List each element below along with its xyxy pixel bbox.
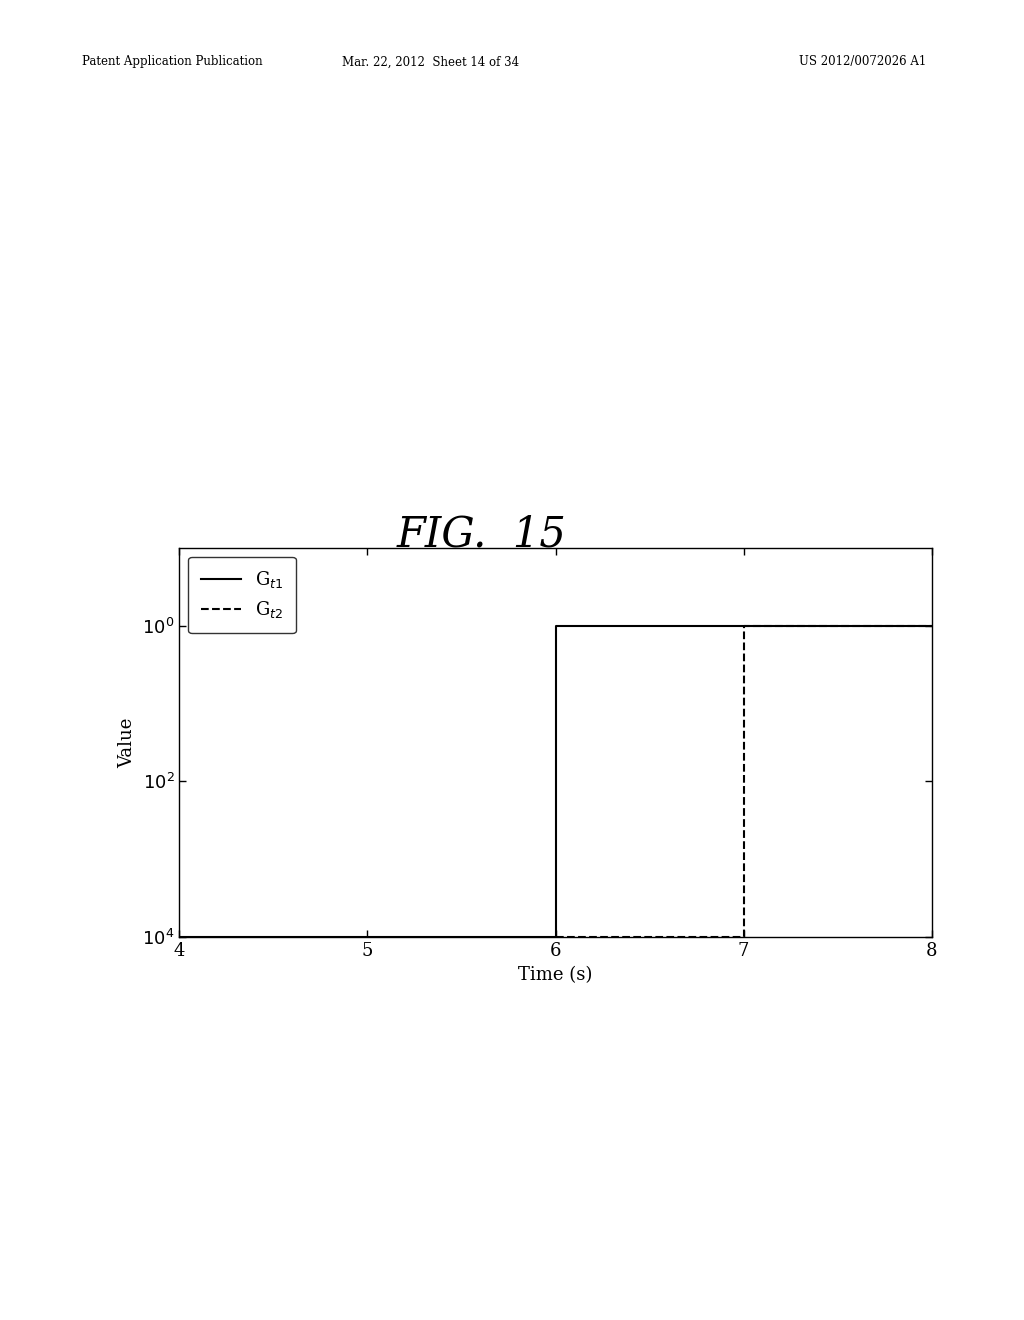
X-axis label: Time (s): Time (s) (518, 966, 593, 983)
Y-axis label: Value: Value (119, 717, 136, 768)
Text: Patent Application Publication: Patent Application Publication (82, 55, 262, 69)
Text: Mar. 22, 2012  Sheet 14 of 34: Mar. 22, 2012 Sheet 14 of 34 (342, 55, 518, 69)
Legend: G$_{t1}$, G$_{t2}$: G$_{t1}$, G$_{t2}$ (188, 557, 296, 634)
Text: FIG.  15: FIG. 15 (396, 513, 566, 556)
Text: US 2012/0072026 A1: US 2012/0072026 A1 (799, 55, 926, 69)
